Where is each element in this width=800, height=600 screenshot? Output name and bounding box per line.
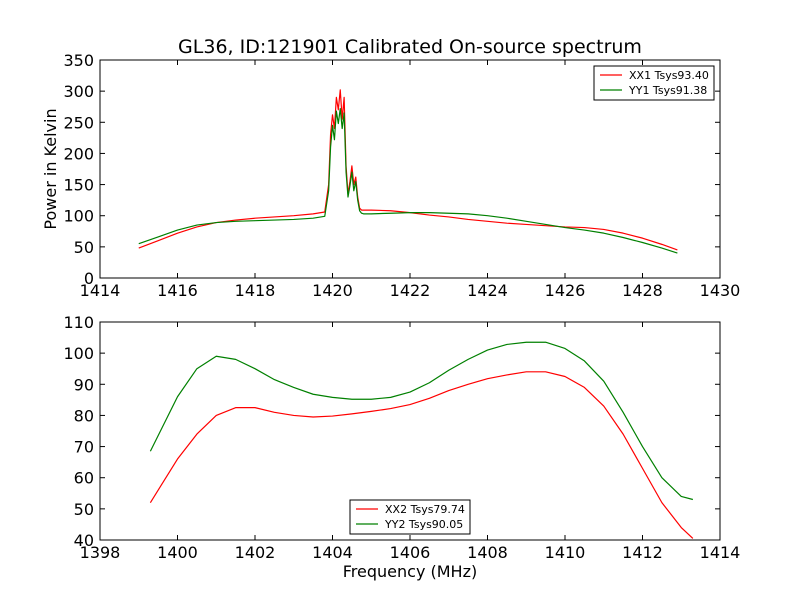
legend-label: YY2 Tsys90.05 xyxy=(384,518,463,531)
y-tick-label: 90 xyxy=(74,375,94,394)
legend-box xyxy=(593,65,715,101)
figure-title: GL36, ID:121901 Calibrated On-source spe… xyxy=(178,36,642,58)
x-tick-label: 1410 xyxy=(545,543,586,562)
y-tick-label: 150 xyxy=(63,176,94,195)
y-tick-label: 0 xyxy=(84,269,94,288)
x-axis-label: Frequency (MHz) xyxy=(343,562,477,581)
y-tick-label: 110 xyxy=(63,313,94,332)
series-line-1-2 xyxy=(138,107,678,254)
legend-label: YY1 Tsys91.38 xyxy=(628,84,707,97)
legend-label: XX1 Tsys93.40 xyxy=(629,69,709,82)
legend-1: XX1 Tsys93.40 YY1 Tsys91.38 xyxy=(593,65,715,101)
x-tick-label: 1408 xyxy=(467,543,508,562)
series-line-2-2 xyxy=(149,341,694,501)
x-tick-label: 1418 xyxy=(235,281,276,300)
x-tick-label: 1430 xyxy=(700,281,741,300)
y-tick-label: 100 xyxy=(63,344,94,363)
y-tick-label: 80 xyxy=(74,406,94,425)
x-tick-label: 1414 xyxy=(700,543,741,562)
y-axis-label: Power in Kelvin xyxy=(41,108,60,229)
x-tick-label: 1426 xyxy=(545,281,586,300)
x-tick-label: 1406 xyxy=(390,543,431,562)
x-tick-label: 1398 xyxy=(80,543,121,562)
series-line-1-1 xyxy=(138,89,678,251)
y-tick-label: 60 xyxy=(74,469,94,488)
y-tick-label: 200 xyxy=(63,144,94,163)
y-tick-label: 50 xyxy=(74,238,94,257)
x-tick-label: 1402 xyxy=(235,543,276,562)
legend-2: XX2 Tsys79.74 YY2 Tsys90.05 xyxy=(349,499,471,535)
y-tick-label: 70 xyxy=(74,438,94,457)
x-tick-label: 1424 xyxy=(467,281,508,300)
x-tick-label: 1414 xyxy=(80,281,121,300)
x-tick-label: 1416 xyxy=(157,281,198,300)
y-tick-label: 350 xyxy=(63,51,94,70)
y-tick-label: 40 xyxy=(74,531,94,550)
plot-panel-2: 1398 1400 1402 1404 1406 1408 1410 1412 1414 40 50… xyxy=(63,313,740,562)
x-tick-label: 1428 xyxy=(622,281,663,300)
y-tick-label: 50 xyxy=(74,500,94,519)
plots-group: 1414 1416 1418 1420 1422 1424 1426 1428 14300501… xyxy=(63,51,740,562)
plot-panel-1: 1414 1416 1418 1420 1422 1424 1426 1428 1430 0 50 1… xyxy=(63,51,740,300)
y-tick-label: 250 xyxy=(63,113,94,132)
series-line-2-1 xyxy=(149,371,694,539)
legend-box xyxy=(349,499,471,535)
x-tick-label: 1420 xyxy=(312,281,353,300)
x-tick-label: 1400 xyxy=(157,543,198,562)
y-tick-label: 100 xyxy=(63,207,94,226)
x-tick-label: 1404 xyxy=(312,543,353,562)
legend-label: XX2 Tsys79.74 xyxy=(385,503,465,516)
y-tick-label: 300 xyxy=(63,82,94,101)
x-tick-label: 1422 xyxy=(390,281,431,300)
x-tick-label: 1412 xyxy=(622,543,663,562)
